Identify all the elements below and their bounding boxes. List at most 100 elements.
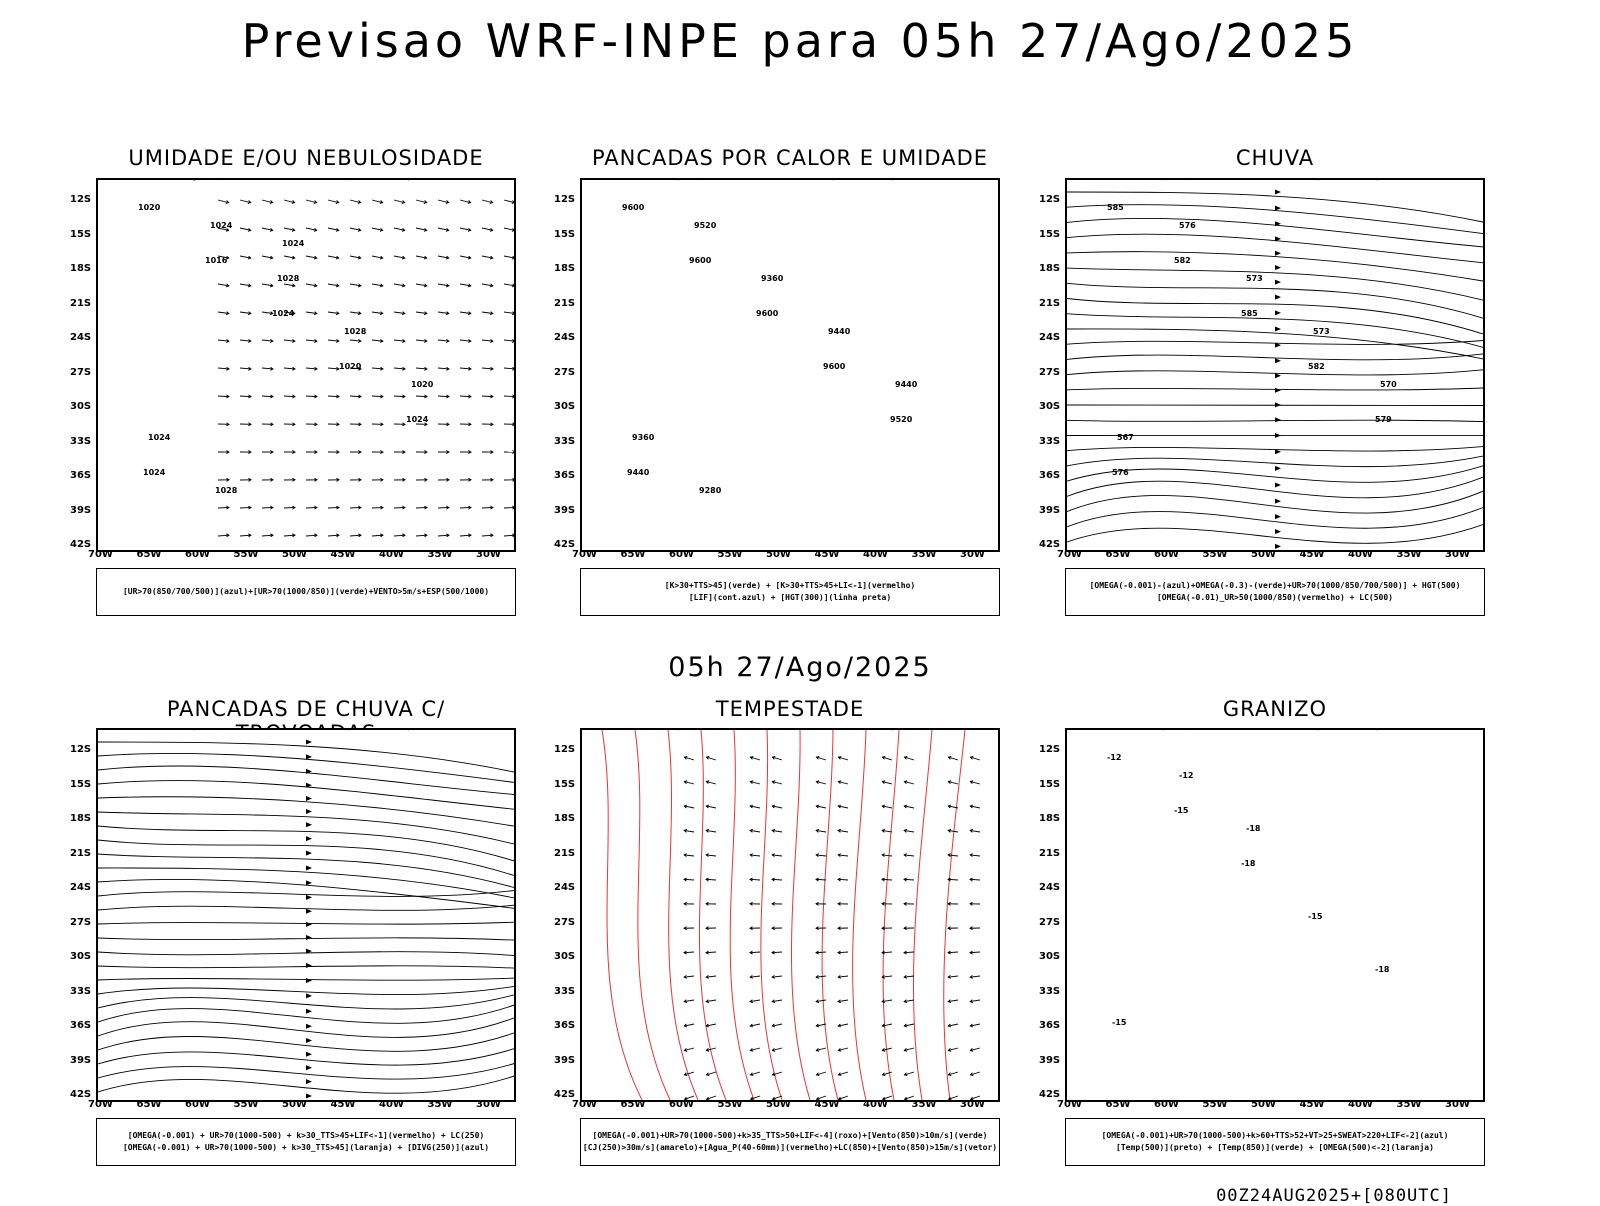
lon-tick-label: 55W bbox=[718, 549, 743, 560]
legend-line: [OMEGA(-0.01)_UR>50(1000/850)(vermelho) … bbox=[1157, 592, 1393, 604]
wind-vector bbox=[328, 507, 339, 508]
contour-label: 1020 bbox=[138, 203, 161, 212]
lon-tick-label: 55W bbox=[1203, 549, 1228, 560]
hgt500-streamline-arrowhead bbox=[1275, 280, 1281, 285]
lon-tick-label: 40W bbox=[1348, 549, 1373, 560]
wind-vector bbox=[504, 312, 514, 314]
wind-vector bbox=[438, 507, 449, 508]
legend-line: [K>30+TTS>45](verde) + [K>30+TTS>45+LI<-… bbox=[665, 580, 915, 592]
lat-tick-label: 21S bbox=[70, 848, 91, 859]
legend-line: [OMEGA(-0.001)-(azul)+OMEGA(-0.3)-(verde… bbox=[1090, 580, 1461, 592]
hgt500-streamline-arrowhead bbox=[1275, 373, 1281, 378]
lat-tick-label: 30S bbox=[554, 951, 575, 962]
contour-label: 579 bbox=[1375, 415, 1392, 424]
panel-title-heat-showers: PANCADAS POR CALOR E UMIDADE bbox=[580, 146, 1000, 170]
contour-label: 1020 bbox=[411, 380, 434, 389]
contour-label: 1028 bbox=[215, 486, 238, 495]
hgt500-streamline-arrowhead bbox=[1275, 417, 1281, 422]
lon-tick-label: 30W bbox=[1445, 1099, 1470, 1110]
lon-tick-label: 60W bbox=[185, 549, 210, 560]
lon-tick-label: 50W bbox=[766, 549, 791, 560]
contour-label: 9440 bbox=[627, 468, 650, 477]
lon-tick-label: 65W bbox=[1106, 1099, 1131, 1110]
lon-tick-label: 45W bbox=[815, 1099, 840, 1110]
wind-vector bbox=[482, 507, 493, 508]
wind-vector bbox=[504, 368, 514, 369]
legend-line: [Temp(500)](preto) + [Temp(850)](verde) … bbox=[1116, 1142, 1434, 1154]
lon-tick-label: 40W bbox=[379, 1099, 404, 1110]
hgt500-streamline-arrowhead bbox=[1275, 310, 1281, 315]
lc250-streamline-arrowhead bbox=[306, 963, 312, 968]
contour-label: -15 bbox=[1112, 1018, 1127, 1027]
wind-vector bbox=[416, 507, 427, 508]
lon-tick-label: 45W bbox=[331, 549, 356, 560]
legend-line: [OMEGA(-0.001)+UR>70(1000-500)+k>60+TTS>… bbox=[1102, 1130, 1449, 1142]
wind-vector bbox=[350, 507, 361, 508]
lc850-streamline bbox=[699, 730, 726, 1100]
lat-tick-label: 39S bbox=[1039, 505, 1060, 516]
lat-tick-label: 33S bbox=[554, 986, 575, 997]
legend-line: [OMEGA(-0.001)+UR>70(1000-500)+k>35_TTS>… bbox=[593, 1130, 988, 1142]
lon-tick-label: 70W bbox=[572, 549, 597, 560]
contour-label: 9600 bbox=[622, 203, 645, 212]
wind-vector bbox=[416, 396, 427, 397]
lc850-streamline bbox=[883, 730, 899, 1100]
lat-tick-label: 39S bbox=[70, 505, 91, 516]
lon-tick-label: 65W bbox=[137, 549, 162, 560]
contour-label: 9520 bbox=[890, 415, 913, 424]
lon-tick-label: 60W bbox=[1154, 549, 1179, 560]
lat-tick-label: 12S bbox=[70, 744, 91, 755]
wind-vector bbox=[504, 535, 514, 536]
contour-label: 9600 bbox=[756, 309, 779, 318]
lon-tick-label: 45W bbox=[815, 549, 840, 560]
wind-vector bbox=[240, 396, 251, 397]
lc250-streamline-arrowhead bbox=[306, 1024, 312, 1029]
lon-tick-label: 30W bbox=[960, 549, 985, 560]
contour-label: 582 bbox=[1308, 362, 1325, 371]
lc850-streamline bbox=[635, 730, 670, 1100]
lat-tick-label: 21S bbox=[1039, 848, 1060, 859]
hgt500-streamline-arrowhead bbox=[1275, 206, 1281, 211]
contour-label: 585 bbox=[1107, 203, 1124, 212]
lc250-streamline-arrowhead bbox=[306, 895, 312, 900]
lon-tick-label: 30W bbox=[960, 1099, 985, 1110]
lon-tick-label: 45W bbox=[331, 1099, 356, 1110]
legend-line: [OMEGA(-0.001) + UR>70(1000-500) + k>30_… bbox=[123, 1142, 489, 1154]
lat-tick-label: 15S bbox=[1039, 229, 1060, 240]
contour-label: 9360 bbox=[632, 433, 655, 442]
wind-vector bbox=[460, 507, 471, 508]
lat-tick-label: 30S bbox=[1039, 951, 1060, 962]
lc250-streamline-arrowhead bbox=[306, 1009, 312, 1014]
lat-tick-label: 12S bbox=[1039, 744, 1060, 755]
hgt500-streamline-arrowhead bbox=[1275, 265, 1281, 270]
contour-label: 9520 bbox=[694, 221, 717, 230]
wind-vector bbox=[372, 396, 383, 397]
lon-tick-label: 50W bbox=[282, 1099, 307, 1110]
lat-tick-label: 39S bbox=[70, 1055, 91, 1066]
contour-label: 1024 bbox=[210, 221, 233, 230]
lat-tick-label: 36S bbox=[1039, 1020, 1060, 1031]
lon-tick-label: 65W bbox=[621, 549, 646, 560]
lon-tick-label: 45W bbox=[1300, 549, 1325, 560]
lon-tick-label: 65W bbox=[621, 1099, 646, 1110]
lon-tick-label: 40W bbox=[379, 549, 404, 560]
contour-label: 573 bbox=[1313, 327, 1330, 336]
lon-tick-label: 40W bbox=[1348, 1099, 1373, 1110]
hgt500-streamline-arrowhead bbox=[1275, 402, 1281, 407]
lc250-streamline-arrowhead bbox=[306, 993, 312, 998]
panel-title-hail: GRANIZO bbox=[1065, 697, 1485, 721]
contour-label: 570 bbox=[1380, 380, 1397, 389]
panel-title-rain: CHUVA bbox=[1065, 146, 1485, 170]
legend-heat-showers: [K>30+TTS>45](verde) + [K>30+TTS>45+LI<-… bbox=[580, 568, 1000, 616]
contour-label: 9600 bbox=[689, 256, 712, 265]
lat-tick-label: 27S bbox=[1039, 917, 1060, 928]
overlay: -12-15-18-15-18-15-12-18 bbox=[1067, 730, 1454, 1027]
wind-vector bbox=[328, 396, 339, 397]
lc250-streamline bbox=[98, 1005, 514, 1023]
lon-tick-label: 60W bbox=[669, 549, 694, 560]
lc250-streamline-arrowhead bbox=[306, 740, 312, 745]
map-hail: -12-15-18-15-18-15-12-18 bbox=[1065, 728, 1485, 1102]
contour-label: 9600 bbox=[823, 362, 846, 371]
